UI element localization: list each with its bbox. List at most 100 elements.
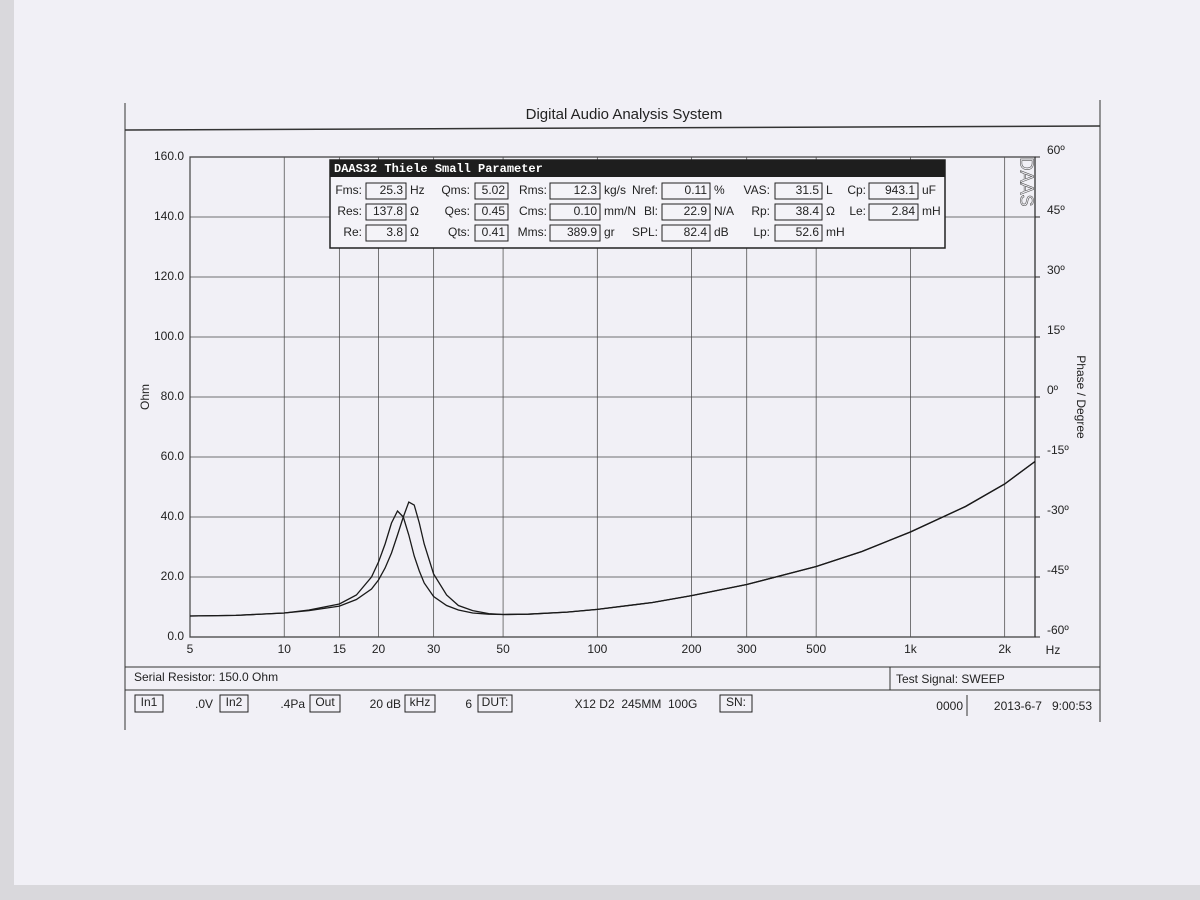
y2-tick-label: -30º	[1047, 503, 1069, 517]
param-box	[868, 182, 919, 200]
param-label: VAS:	[744, 183, 770, 197]
x-tick-label: 30	[427, 642, 441, 656]
param-value: 389.9	[567, 225, 597, 239]
parameter-panel: DAAS32 Thiele Small Parameter Fms: 25.3 Hz Q…	[329, 159, 946, 249]
chart-title: Digital Audio Analysis System	[526, 106, 723, 123]
param-box	[474, 182, 509, 200]
param-unit: L	[826, 183, 833, 197]
y-axis-label: Ohm	[138, 384, 152, 410]
y-tick-label: 160.0	[154, 149, 184, 163]
y2-axis-label: Phase / Degree	[1074, 355, 1088, 439]
paper	[14, 0, 1200, 885]
y-tick-label: 80.0	[161, 389, 185, 403]
param-box	[774, 224, 823, 242]
dut-button[interactable]: DUT:	[482, 695, 509, 709]
button-frame	[219, 694, 249, 713]
param-unit: mm/N	[604, 204, 636, 218]
param-value: 12.3	[574, 183, 598, 197]
param-box	[774, 182, 823, 200]
sn-button[interactable]: SN:	[726, 695, 746, 709]
y2-tick-label: 15º	[1047, 323, 1065, 337]
param-value: 0.11	[685, 183, 708, 197]
param-value: 5.02	[482, 183, 506, 197]
param-label: SPL:	[632, 225, 658, 239]
button-frame	[404, 694, 436, 713]
param-label: Le:	[849, 204, 866, 218]
param-unit: uF	[922, 183, 936, 197]
y2-tick-label: 0º	[1047, 383, 1059, 397]
panel-title: DAAS32 Thiele Small Parameter	[334, 162, 543, 176]
param-box	[774, 203, 823, 221]
param-label: Cms:	[519, 204, 547, 218]
status-bar: In1 .0V In2 .4Pa Out 20 dB kHz 6 DUT: X1…	[134, 694, 1092, 716]
param-label: Mms:	[518, 225, 547, 239]
y2-tick-label: -45º	[1047, 563, 1069, 577]
param-unit: %	[714, 183, 725, 197]
frame-top	[124, 125, 1101, 131]
in1-button[interactable]: In1	[141, 695, 158, 709]
y2-tick-label: 60º	[1047, 143, 1065, 157]
x-tick-label: 200	[682, 642, 702, 656]
khz-value: 6	[465, 697, 472, 711]
param-label: Res:	[337, 204, 362, 218]
y-tick-label: 60.0	[161, 449, 185, 463]
x-tick-label: 2k	[998, 642, 1012, 656]
param-value: 0.45	[482, 204, 506, 218]
param-label: Qms:	[441, 183, 470, 197]
param-unit: Ω	[410, 204, 419, 218]
khz-button[interactable]: kHz	[410, 695, 431, 709]
param-value: 52.6	[796, 225, 820, 239]
timestamp: 2013-6-7 9:00:53	[994, 699, 1092, 713]
x-tick-label: 5	[187, 642, 194, 656]
button-frame	[719, 694, 753, 713]
param-box	[661, 182, 711, 200]
param-value: 3.8	[386, 225, 403, 239]
param-unit: Ω	[826, 204, 835, 218]
in2-button[interactable]: In2	[226, 695, 243, 709]
param-value: 82.4	[684, 225, 708, 239]
param-label: Nref:	[632, 183, 658, 197]
x-axis-unit: Hz	[1046, 643, 1061, 657]
x-tick-label: 100	[587, 642, 607, 656]
param-box	[474, 203, 509, 221]
y2-tick-label: 30º	[1047, 263, 1065, 277]
param-box	[365, 203, 407, 221]
y2-tick-label: 45º	[1047, 203, 1065, 217]
button-frame	[477, 694, 513, 713]
param-value: 22.9	[684, 204, 708, 218]
impedance-curve	[189, 460, 1036, 617]
param-box	[365, 224, 407, 242]
param-unit: gr	[604, 225, 615, 239]
param-unit: mH	[826, 225, 845, 239]
param-label: Lp:	[753, 225, 770, 239]
param-label: Fms:	[335, 183, 362, 197]
y-tick-label: 20.0	[161, 569, 185, 583]
out-button[interactable]: Out	[315, 695, 335, 709]
param-label: Qts:	[448, 225, 470, 239]
param-unit: kg/s	[604, 183, 626, 197]
y-tick-label: 0.0	[167, 629, 184, 643]
param-box	[868, 203, 919, 221]
x-tick-label: 10	[278, 642, 292, 656]
x-tick-label: 300	[737, 642, 757, 656]
param-box	[661, 203, 711, 221]
param-label: Re:	[343, 225, 362, 239]
serial-resistor: Serial Resistor: 150.0 Ohm	[134, 670, 278, 684]
in2-value: .4Pa	[280, 697, 305, 711]
y2-tick-label: -15º	[1047, 443, 1069, 457]
out-value: 20 dB	[370, 697, 401, 711]
param-unit: Hz	[410, 183, 425, 197]
dut-value: X12 D2 245MM 100G	[575, 697, 698, 711]
panel-titlebar	[330, 160, 945, 177]
watermark: DAAS	[1016, 157, 1036, 206]
param-box	[549, 203, 601, 221]
y-tick-label: 100.0	[154, 329, 184, 343]
button-frame	[134, 694, 164, 713]
x-tick-label: 20	[372, 642, 386, 656]
param-unit: mH	[922, 204, 941, 218]
param-label: Rms:	[519, 183, 547, 197]
param-value: 943.1	[885, 183, 915, 197]
counter: 0000	[936, 699, 963, 713]
param-label: Bl:	[644, 204, 658, 218]
